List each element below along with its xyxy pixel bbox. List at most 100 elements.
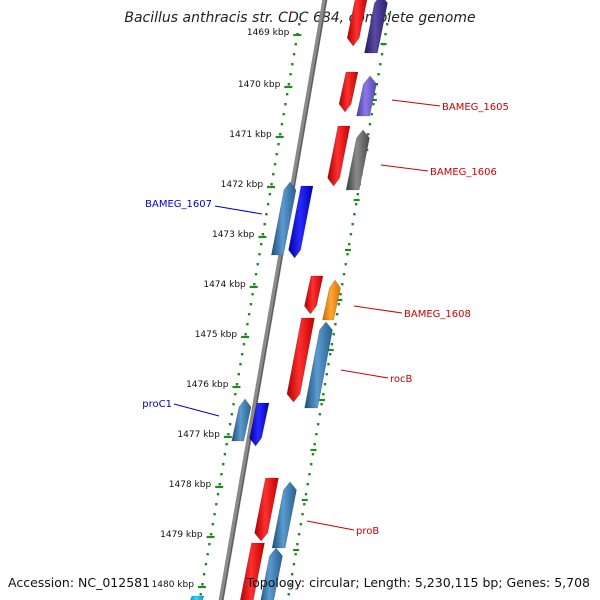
tick-dot xyxy=(260,243,263,246)
tick-dot xyxy=(297,533,301,536)
gene-arrow-indigo xyxy=(364,0,388,54)
gene-layer xyxy=(190,0,388,600)
tick-dot xyxy=(235,383,239,386)
gene-label: proC1 xyxy=(142,399,172,410)
gene-arrow-blue xyxy=(288,185,314,259)
gene-label: BAMEG_1605 xyxy=(442,102,509,113)
tick-dot xyxy=(386,23,389,26)
tick-dot xyxy=(351,223,354,226)
tick-dot xyxy=(263,223,266,226)
gene-arrow-blue xyxy=(249,402,270,447)
tick-dot xyxy=(285,93,289,96)
gene-leader-line xyxy=(306,520,355,531)
tick-dot xyxy=(292,53,296,56)
tick-dot xyxy=(346,253,349,256)
tick-dot xyxy=(215,503,218,506)
tick-dot xyxy=(387,13,391,16)
tick-dot xyxy=(299,523,303,526)
tick-dot xyxy=(296,543,299,546)
gene-label: rocB xyxy=(390,374,413,385)
tick-dot xyxy=(272,173,275,176)
tick-dot xyxy=(287,593,290,596)
tick-dot xyxy=(323,383,327,386)
tick-dot xyxy=(320,403,323,406)
tick-dot xyxy=(246,323,249,326)
tick-dot xyxy=(289,73,292,76)
tick-dot xyxy=(327,363,330,366)
gene-leader-line xyxy=(340,369,389,379)
gene-arrow-red xyxy=(346,0,368,47)
tick-dot xyxy=(218,483,221,486)
backbone-layer xyxy=(218,0,328,600)
tick-dot xyxy=(208,543,211,546)
tick-dot xyxy=(213,513,216,516)
tick-dot xyxy=(256,263,259,266)
tick-dot xyxy=(322,393,325,396)
tick-dot xyxy=(209,533,213,536)
tick-dot xyxy=(230,413,234,416)
gene-label: BAMEG_1608 xyxy=(404,309,471,320)
genome-summary-text: Topology: circular; Length: 5,230,115 bp… xyxy=(246,575,590,590)
tick-dot xyxy=(290,573,294,576)
tick-dot xyxy=(211,523,215,526)
tick-dot xyxy=(380,53,384,56)
tick-dot xyxy=(299,13,303,16)
tick-dot xyxy=(349,233,353,236)
tick-dot xyxy=(367,133,370,136)
gene-arrow-red xyxy=(338,71,359,113)
tick-dot xyxy=(234,393,237,396)
tick-dot xyxy=(202,573,206,576)
tick-dot xyxy=(370,113,373,116)
tick-dot xyxy=(332,333,335,336)
tick-dot xyxy=(294,553,297,556)
label-layer: BAMEG_1605 BAMEG_1606 BAMEG_1607 BAMEG_1608… xyxy=(142,99,509,537)
tick-dot xyxy=(377,73,380,76)
tick-dot xyxy=(384,33,387,36)
tick-dot xyxy=(298,23,301,26)
tick-dot xyxy=(284,103,287,106)
tick-dot xyxy=(379,63,382,66)
tick-dot xyxy=(289,583,292,586)
tick-dot xyxy=(313,443,316,446)
kbp-tick-label: 1475 kbp xyxy=(195,330,238,340)
tick-dot xyxy=(356,193,360,196)
gene-arrow-cyan xyxy=(190,595,205,600)
tick-dot xyxy=(304,493,308,496)
tick-dot xyxy=(242,343,246,346)
tick-dot xyxy=(310,463,313,466)
kbp-tick-label: 1479 kbp xyxy=(160,530,203,540)
tick-dot xyxy=(273,163,277,166)
tick-dot xyxy=(301,513,304,516)
tick-dot xyxy=(251,293,254,296)
tick-dot xyxy=(266,203,270,206)
gene-arrow-steel xyxy=(231,398,252,442)
tick-dot xyxy=(348,243,351,246)
tick-dot xyxy=(316,423,320,426)
tick-dot xyxy=(204,563,208,566)
tick-dot xyxy=(306,483,309,486)
gene-arrow-gray xyxy=(345,129,370,191)
tick-dot xyxy=(247,313,251,316)
kbp-tick-label: 1478 kbp xyxy=(169,480,212,490)
tick-dot xyxy=(311,453,315,456)
tick-dot xyxy=(342,273,346,276)
tick-dot xyxy=(268,193,272,196)
tick-dot xyxy=(303,503,306,506)
tick-dot xyxy=(291,63,294,66)
tick-dot xyxy=(282,113,285,116)
tick-dot xyxy=(237,373,240,376)
tick-dot xyxy=(279,133,282,136)
gene-arrow-steel xyxy=(260,547,283,600)
tick-dot xyxy=(241,353,244,356)
tick-dot xyxy=(325,373,328,376)
tick-dot xyxy=(341,283,344,286)
gene-arrow-orange xyxy=(322,279,341,321)
kbp-tick-label: 1469 kbp xyxy=(247,28,290,38)
gene-arrow-purple xyxy=(356,75,377,117)
tick-dot xyxy=(337,303,341,306)
tick-dot xyxy=(258,253,261,256)
kbp-tick-label: 1470 kbp xyxy=(238,80,281,90)
tick-dot xyxy=(334,323,337,326)
gene-leader-line xyxy=(173,403,220,417)
